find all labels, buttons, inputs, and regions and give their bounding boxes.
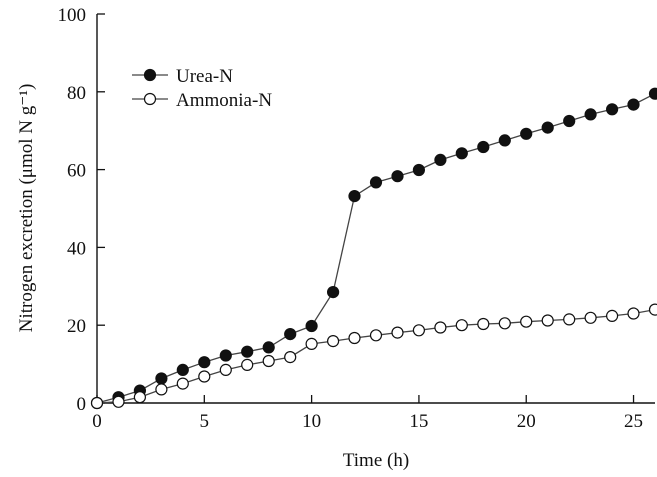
data-point bbox=[455, 319, 468, 332]
y-tick-label: 40 bbox=[67, 238, 86, 259]
legend-item-ammonia: Ammonia-N bbox=[132, 90, 272, 111]
y-tick-label: 60 bbox=[67, 161, 86, 182]
data-point bbox=[348, 190, 361, 203]
series-0 bbox=[90, 87, 657, 410]
data-point bbox=[284, 328, 297, 341]
data-point bbox=[90, 396, 104, 410]
series-line bbox=[96, 93, 656, 404]
legend-urea-label: Urea-N bbox=[176, 66, 233, 87]
data-point bbox=[498, 317, 511, 330]
data-point bbox=[520, 127, 533, 140]
data-point bbox=[198, 356, 211, 369]
data-point bbox=[541, 121, 554, 134]
y-tick-label: 100 bbox=[58, 5, 87, 26]
x-axis-title: Time (h) bbox=[343, 450, 409, 471]
data-point bbox=[520, 315, 533, 328]
legend-ammonia-label: Ammonia-N bbox=[176, 90, 272, 111]
data-point bbox=[241, 345, 254, 358]
x-tick-label: 10 bbox=[302, 411, 321, 432]
legend-item-urea: Urea-N bbox=[132, 66, 233, 87]
legend: Urea-N Ammonia-N bbox=[132, 66, 272, 111]
data-point bbox=[348, 331, 361, 345]
data-point bbox=[391, 326, 404, 339]
data-point bbox=[327, 335, 340, 348]
tick-marks bbox=[96, 13, 635, 404]
data-point bbox=[477, 317, 490, 331]
data-point bbox=[648, 87, 657, 100]
data-point bbox=[412, 324, 425, 337]
y-tick-label: 20 bbox=[67, 316, 86, 337]
data-point bbox=[369, 329, 383, 342]
data-point bbox=[284, 351, 297, 364]
data-point bbox=[262, 354, 275, 368]
x-tick-label: 5 bbox=[200, 411, 210, 432]
data-point bbox=[563, 313, 576, 326]
data-point bbox=[605, 103, 619, 116]
data-point bbox=[176, 377, 189, 390]
data-point bbox=[155, 383, 168, 396]
x-tick-label: 20 bbox=[517, 411, 536, 432]
data-point bbox=[434, 153, 447, 166]
y-tick-label: 80 bbox=[67, 83, 86, 104]
data-point bbox=[477, 140, 490, 154]
data-point bbox=[262, 341, 275, 354]
data-point bbox=[305, 319, 318, 333]
data-point bbox=[133, 391, 146, 404]
tick-labels: 0 5 10 15 20 25 0 20 40 60 80 100 bbox=[58, 5, 644, 432]
x-tick-label: 15 bbox=[409, 411, 428, 432]
data-point bbox=[627, 98, 640, 111]
data-point bbox=[584, 311, 597, 324]
data-point bbox=[369, 176, 383, 189]
series-layer bbox=[90, 87, 657, 410]
data-point bbox=[155, 372, 168, 385]
legend-ammonia-marker bbox=[143, 92, 157, 106]
data-point bbox=[498, 134, 511, 147]
x-tick-label: 25 bbox=[624, 411, 643, 432]
data-point bbox=[563, 114, 576, 128]
data-point bbox=[198, 370, 211, 383]
data-point bbox=[241, 358, 254, 371]
data-point bbox=[176, 363, 189, 376]
legend-urea-marker bbox=[143, 68, 157, 82]
data-point bbox=[627, 307, 640, 320]
data-point bbox=[112, 395, 125, 408]
data-point bbox=[434, 321, 447, 334]
data-point bbox=[455, 147, 468, 160]
data-point bbox=[584, 108, 597, 121]
data-point bbox=[327, 286, 340, 299]
data-point bbox=[305, 337, 318, 350]
data-point bbox=[219, 363, 232, 376]
data-point bbox=[219, 349, 232, 362]
axes bbox=[96, 14, 655, 404]
data-point bbox=[648, 303, 657, 316]
y-axis-title: Nitrogen excretion (μmol N g⁻¹) bbox=[16, 84, 37, 333]
data-point bbox=[391, 170, 404, 183]
y-tick-label: 0 bbox=[77, 394, 87, 415]
data-point bbox=[541, 314, 554, 327]
x-tick-label: 0 bbox=[92, 411, 102, 432]
data-point bbox=[605, 309, 619, 322]
series-1 bbox=[90, 303, 657, 410]
data-point bbox=[412, 163, 425, 177]
